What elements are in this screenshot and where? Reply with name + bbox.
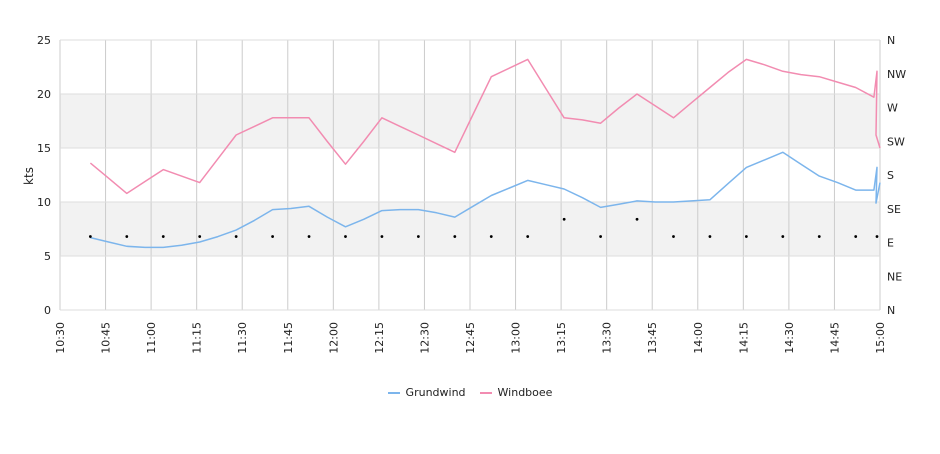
direction-marker-21 xyxy=(854,235,858,238)
direction-marker-18 xyxy=(744,235,748,238)
y2-tick-label-3: SE xyxy=(887,203,901,216)
x-tick-label-4: 11:30 xyxy=(236,322,249,354)
series-line-windboee xyxy=(89,58,881,195)
direction-marker-13 xyxy=(562,217,566,221)
direction-marker-15 xyxy=(635,217,639,221)
y2-tick-label-2: E xyxy=(887,237,894,250)
y-tick-label-5: 25 xyxy=(37,34,51,47)
x-tick-label-16: 14:30 xyxy=(783,322,796,354)
y2-tick-label-6: W xyxy=(887,102,898,115)
y2-tick-label-4: S xyxy=(887,169,894,182)
x-tick-label-2: 11:00 xyxy=(145,322,158,354)
x-tick-label-0: 10:30 xyxy=(54,322,67,354)
direction-marker-6 xyxy=(307,235,311,238)
y-axis-label: kts xyxy=(22,167,36,185)
series-line-grundwind xyxy=(90,151,881,249)
y-tick-label-4: 20 xyxy=(37,88,51,101)
x-axis: 10:30 10:45 11:00 11:15 11:30 11:45 12:00 12:15… xyxy=(54,322,887,354)
x-tick-label-10: 13:00 xyxy=(510,322,523,354)
direction-marker-22 xyxy=(875,235,879,238)
y-tick-label-2: 10 xyxy=(37,196,51,209)
x-tick-label-15: 14:15 xyxy=(737,322,750,354)
x-tick-label-12: 13:30 xyxy=(601,322,614,354)
direction-marker-10 xyxy=(453,235,457,238)
series-lines xyxy=(89,58,881,249)
x-tick-label-5: 11:45 xyxy=(282,322,295,354)
direction-marker-12 xyxy=(526,235,530,238)
direction-marker-5 xyxy=(271,235,274,238)
direction-markers xyxy=(88,217,879,238)
direction-marker-3 xyxy=(198,235,202,238)
x-tick-label-8: 12:30 xyxy=(418,322,431,354)
direction-marker-14 xyxy=(599,235,602,238)
x-tick-label-14: 14:00 xyxy=(692,322,705,354)
legend-swatch-windboee xyxy=(479,391,492,394)
direction-marker-1 xyxy=(125,235,129,238)
direction-marker-2 xyxy=(161,235,165,238)
y2-tick-label-8: N xyxy=(887,34,895,47)
direction-marker-19 xyxy=(781,235,785,238)
y2-tick-label-5: SW xyxy=(887,135,905,148)
y-tick-label-3: 15 xyxy=(37,142,51,155)
direction-marker-20 xyxy=(817,235,821,238)
direction-marker-17 xyxy=(708,235,712,238)
x-tick-label-7: 12:15 xyxy=(373,322,386,354)
vertical-grid xyxy=(59,40,881,310)
direction-marker-4 xyxy=(234,235,238,238)
legend-label-grundwind: Grundwind xyxy=(405,386,466,399)
x-tick-label-1: 10:45 xyxy=(100,322,113,354)
x-tick-label-13: 13:45 xyxy=(646,322,659,354)
x-tick-label-11: 13:15 xyxy=(555,322,568,354)
x-tick-label-3: 11:15 xyxy=(191,322,204,354)
horizontal-grid xyxy=(60,39,880,311)
direction-marker-11 xyxy=(489,235,493,238)
legend-swatch-grundwind xyxy=(387,391,400,394)
y2-tick-label-1: NE xyxy=(887,270,902,283)
x-tick-label-6: 12:00 xyxy=(327,322,340,354)
direction-marker-8 xyxy=(380,235,384,238)
y-tick-label-0: 0 xyxy=(44,304,51,317)
y-axis: 0 5 10 15 20 25 xyxy=(37,34,51,317)
y2-tick-label-0: N xyxy=(887,304,895,317)
direction-marker-9 xyxy=(416,235,420,238)
legend-item-grundwind[interactable]: Grundwind xyxy=(387,386,466,399)
x-tick-label-18: 15:00 xyxy=(874,322,887,354)
y2-axis: N NE E SE S SW W NW N xyxy=(887,34,906,317)
y2-tick-label-7: NW xyxy=(887,68,906,81)
x-tick-label-17: 14:45 xyxy=(828,322,841,354)
direction-marker-0 xyxy=(88,235,92,238)
direction-marker-7 xyxy=(344,235,347,238)
direction-marker-16 xyxy=(672,235,675,238)
legend-item-windboee[interactable]: Windboee xyxy=(479,386,553,399)
y-tick-label-1: 5 xyxy=(44,250,51,263)
x-tick-label-9: 12:45 xyxy=(464,322,477,354)
legend: Grundwind Windboee xyxy=(0,386,940,399)
legend-label-windboee: Windboee xyxy=(497,386,553,399)
